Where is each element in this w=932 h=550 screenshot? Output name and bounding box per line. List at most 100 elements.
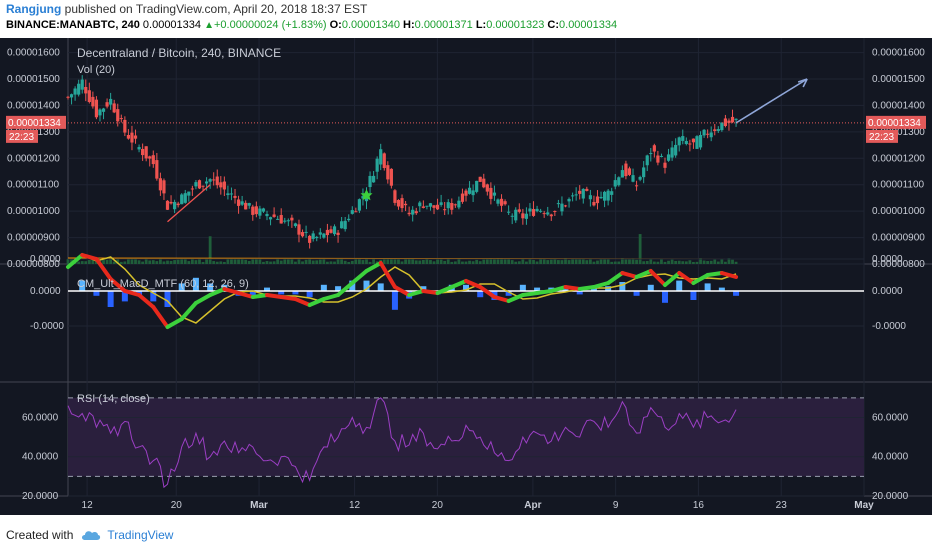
volume-bar [574, 258, 578, 264]
volume-bar [301, 261, 304, 264]
candle-body [357, 199, 361, 211]
macd-signal-line [67, 254, 737, 324]
volume-bar [503, 259, 507, 264]
price-axis-tick-right: 0.00000900 [872, 233, 925, 244]
volume-bar [311, 260, 315, 264]
candle-body [144, 146, 148, 159]
macd-line-segment [250, 293, 269, 299]
candle-body [379, 149, 383, 165]
candle-body [571, 195, 575, 197]
macd-line-segment [577, 285, 596, 291]
candle-body [713, 129, 717, 131]
macd-axis-tick-right: 0.0000 [872, 286, 903, 297]
price-axis-tick-left: 0.00000800 [7, 259, 60, 270]
candle-body [354, 211, 358, 213]
candle-body [290, 217, 294, 221]
volume-bar [123, 261, 127, 264]
macd-line-segment [506, 293, 525, 303]
macd-histogram-bar [391, 291, 398, 310]
volume-bar [471, 261, 475, 264]
candle-body [514, 209, 518, 221]
candle-body [190, 188, 194, 190]
candle-body [258, 208, 262, 216]
candle-body [610, 191, 614, 195]
signal-star-icon [360, 189, 373, 201]
volume-bar [681, 261, 685, 264]
candle-body [670, 147, 674, 158]
volume-bar [713, 259, 717, 264]
volume-bar [610, 261, 614, 264]
candle-body [119, 118, 123, 120]
countdown-badge-left [6, 129, 38, 143]
volume-bar [670, 259, 674, 264]
candle-body [77, 83, 81, 95]
volume-bar [443, 260, 447, 264]
volume-bar [198, 259, 201, 264]
macd-histogram-bar [647, 284, 654, 291]
countdown-label-right: 22:23 [869, 132, 894, 143]
candle-body [84, 86, 88, 94]
candle-body [720, 122, 724, 131]
candle-body [247, 203, 251, 206]
volume-bar [151, 260, 155, 264]
volume-bar [620, 258, 624, 264]
volume-bar [304, 259, 308, 264]
high-value: 0.00001371 [414, 19, 473, 31]
macd-histogram-bar [306, 291, 313, 298]
volume-bar [397, 258, 400, 264]
publish-info: Rangjung published on TradingView.com, A… [6, 2, 367, 18]
candle-body [535, 208, 539, 212]
volume-bar [276, 258, 280, 264]
volume-bar [340, 258, 344, 264]
candle-body [329, 229, 333, 233]
candle-body [347, 218, 351, 221]
candle-body [602, 191, 607, 201]
candle-body [588, 195, 592, 200]
candle-body [485, 184, 489, 192]
candle-body [350, 210, 354, 214]
volume-bar [656, 261, 660, 264]
candle-body [194, 182, 198, 187]
projection-arrow-line [735, 78, 808, 124]
price-axis-tick-left: 0.00000900 [7, 233, 60, 244]
volume-bar [414, 260, 418, 264]
candle-body [300, 232, 305, 237]
volume-bar [652, 261, 656, 264]
rsi-axis-tick-right: 20.0000 [872, 491, 909, 502]
author-name[interactable]: Rangjung [6, 2, 62, 16]
chart-canvas[interactable]: 0.00001600 0.00001600 0.00001500 0.00001500… [0, 38, 932, 515]
candle-body [173, 201, 177, 210]
volume-bar [158, 258, 162, 264]
macd-line-segment [236, 291, 255, 299]
close-value: 0.00001334 [559, 19, 618, 31]
candle-body [393, 190, 397, 203]
candle-body [382, 153, 386, 169]
open-value: 0.00001340 [341, 19, 400, 31]
candle-body [261, 208, 266, 212]
volume-bar [588, 258, 592, 264]
price-axis-tick-left: 0.00001200 [7, 153, 60, 164]
price-axis-tick-right: 0.00000800 [872, 259, 925, 270]
rsi-band-fill [68, 397, 864, 477]
volume-bar [468, 260, 471, 264]
candle-body [546, 212, 550, 215]
candle-body [304, 231, 308, 233]
chart-frame[interactable]: 0.00001600 0.00001600 0.00001500 0.00001500… [0, 38, 932, 515]
macd-line-segment [606, 271, 625, 285]
candle-body [268, 217, 273, 220]
volume-bar [368, 261, 372, 264]
candle-body [411, 209, 415, 215]
volume-bar [485, 259, 489, 264]
tradingview-link[interactable]: TradingView [107, 528, 174, 542]
macd-histogram-bar [79, 280, 86, 291]
candle-body [265, 213, 269, 217]
volume-bar [571, 258, 575, 264]
volume-bar [315, 260, 319, 264]
macd-histogram-bar [121, 291, 128, 302]
volume-bar [226, 259, 230, 264]
candle-body [375, 158, 379, 172]
projection-arrow-head [797, 78, 808, 88]
volume-bar [628, 259, 631, 264]
candle-body [286, 220, 290, 222]
volume-bar [247, 260, 251, 264]
